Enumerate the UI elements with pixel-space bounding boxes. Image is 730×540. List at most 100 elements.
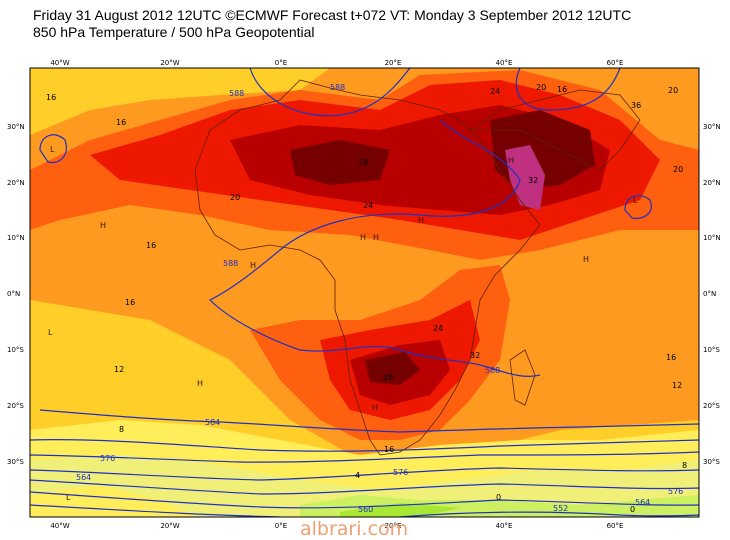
temp-label: 16 xyxy=(146,241,156,250)
lat-label: 10°N xyxy=(7,234,25,242)
lat-label: 20°S xyxy=(7,402,24,410)
coastlines xyxy=(194,79,641,456)
temp-label: 16 xyxy=(125,298,135,307)
geop-label: 588 xyxy=(330,83,345,92)
isohypse-588-north xyxy=(249,68,411,117)
lat-label: 30°N xyxy=(703,123,721,131)
lon-label: 60°E xyxy=(607,59,624,67)
isohypse-584 xyxy=(39,409,699,433)
isohypse-580 xyxy=(30,439,699,452)
lon-labels-top: 40°W 20°W 0°E 20°E 40°E 60°E xyxy=(50,59,623,67)
geop-label: 564 xyxy=(76,473,91,482)
lon-label: 40°E xyxy=(496,59,513,67)
high-marker: H xyxy=(197,379,203,388)
lon-label: 20°E xyxy=(385,522,402,530)
low-contour-east xyxy=(624,195,652,219)
band-16-north xyxy=(30,68,330,135)
temp-label: 16 xyxy=(116,118,126,127)
madagascar-coast xyxy=(509,349,536,406)
high-marker: H xyxy=(250,261,256,270)
temp-label: 28 xyxy=(358,158,368,167)
temp-label: 0 xyxy=(496,493,501,502)
lat-label: 20°S xyxy=(703,402,720,410)
temp-label: 12 xyxy=(114,365,124,374)
low-marker: L xyxy=(50,145,55,154)
temperature-contour-labels: 16 16 16 20 24 28 28 32 36 24 20 16 20 2… xyxy=(46,83,687,514)
lon-label: 0°E xyxy=(275,59,287,67)
high-marker: H xyxy=(508,156,514,165)
high-marker: H xyxy=(372,403,378,412)
isohypse-556 xyxy=(30,504,699,517)
band-12-sw xyxy=(30,485,200,517)
title-line-1: Friday 31 August 2012 12UTC ©ECMWF Forec… xyxy=(33,7,632,23)
lon-label: 20°W xyxy=(160,522,179,530)
band-36-a xyxy=(290,140,390,185)
high-marker: H xyxy=(583,255,589,264)
temperature-field xyxy=(30,68,699,517)
temp-label: 24 xyxy=(490,87,500,96)
band-36-c xyxy=(365,352,420,385)
geop-label: 564 xyxy=(635,498,650,507)
temp-label: 32 xyxy=(528,176,538,185)
arabia-coast xyxy=(468,89,641,171)
lat-label: 20°N xyxy=(703,179,721,187)
lon-labels-bottom: 40°W 20°W 0°E 20°E 40°E 60°E xyxy=(50,522,623,530)
lat-label: 0°N xyxy=(7,290,20,298)
geop-label: 576 xyxy=(668,487,683,496)
temp-label: 28 xyxy=(383,373,393,382)
isohypse-588-main xyxy=(208,119,541,377)
high-marker: H xyxy=(373,233,379,242)
map-frame xyxy=(29,67,700,518)
isohypse-560 xyxy=(30,491,699,509)
low-marker: L xyxy=(633,196,638,205)
temp-label: 16 xyxy=(46,93,56,102)
lat-label: 10°S xyxy=(703,346,720,354)
isohypse-564 xyxy=(30,479,699,495)
low-marker: L xyxy=(66,493,71,502)
geopotential-contour-labels: 588 588 588 588 584 576 576 564 564 552 … xyxy=(76,83,683,514)
title-line-2: 850 hPa Temperature / 500 hPa Geopotenti… xyxy=(33,24,315,40)
lat-labels-left: 30°N 20°N 10°N 0°N 10°S 20°S 30°S xyxy=(7,123,25,466)
lat-label: 10°N xyxy=(703,234,721,242)
lat-label: 30°S xyxy=(7,458,24,466)
lon-label: 40°W xyxy=(50,59,69,67)
temp-label: 16 xyxy=(666,353,676,362)
lon-label: 40°E xyxy=(496,522,513,530)
band-0-south xyxy=(340,503,460,517)
high-marker: H xyxy=(100,221,106,230)
temp-label: 16 xyxy=(557,85,567,94)
high-marker: H xyxy=(360,233,366,242)
geop-label: 552 xyxy=(553,504,568,513)
low-marker: L xyxy=(48,328,53,337)
temp-label: 20 xyxy=(536,83,546,92)
band-40 xyxy=(505,145,545,210)
lon-label: 20°W xyxy=(160,59,179,67)
watermark: albrari.com xyxy=(300,518,409,540)
lat-labels-right: 30°N 20°N 10°N 0°N 10°S 20°S 30°S xyxy=(703,123,721,466)
lat-label: 10°S xyxy=(7,346,24,354)
lon-label: 20°E xyxy=(385,59,402,67)
temp-label: 12 xyxy=(672,381,682,390)
temp-label: 36 xyxy=(631,101,641,110)
lon-label: 60°E xyxy=(607,522,624,530)
lon-label: 40°W xyxy=(50,522,69,530)
isohypse-568 xyxy=(30,467,699,481)
lat-label: 0°N xyxy=(703,290,716,298)
geop-label: 584 xyxy=(205,418,220,427)
lat-label: 20°N xyxy=(7,179,25,187)
geop-label: 560 xyxy=(358,505,373,514)
temp-label: 0 xyxy=(630,505,635,514)
low-contour-west xyxy=(39,134,67,164)
pressure-markers: L H H H H H L H H L H H L xyxy=(48,145,638,502)
temp-label: 24 xyxy=(363,201,373,210)
geop-label: 576 xyxy=(393,468,408,477)
temp-label: 8 xyxy=(119,425,124,434)
temp-label: 32 xyxy=(470,351,480,360)
isohypse-588-ne xyxy=(515,68,621,111)
geop-label: 588 xyxy=(223,259,238,268)
temp-label: 16 xyxy=(384,445,394,454)
lon-label: 0°E xyxy=(275,522,287,530)
lat-label: 30°N xyxy=(7,123,25,131)
temp-label: 24 xyxy=(433,324,443,333)
